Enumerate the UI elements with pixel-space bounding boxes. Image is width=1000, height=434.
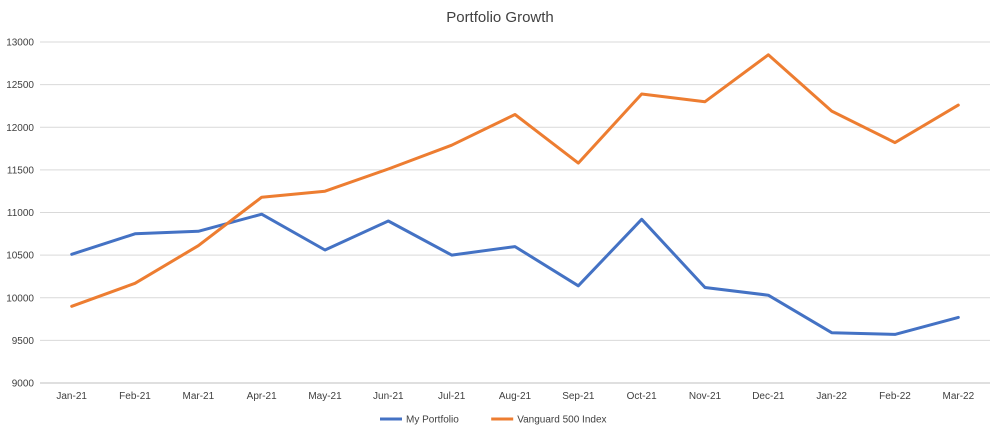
x-tick-label: Aug-21: [499, 391, 532, 402]
axes: 9000 9500 10000 10500 11000 11500 12000 12500 13…: [6, 38, 990, 402]
x-tick-label: Jul-21: [438, 391, 466, 402]
series-line-2: [70, 53, 960, 308]
chart-title: Portfolio Growth: [446, 9, 554, 26]
series-lines: [70, 53, 960, 336]
y-tick-label: 12500: [6, 80, 34, 91]
legend-item: My Portfolio: [380, 415, 459, 426]
x-tick-label: Sep-21: [562, 391, 595, 402]
x-tick-label: Apr-21: [247, 391, 277, 402]
series-line-1: [70, 212, 960, 336]
y-tick-label: 13000: [6, 38, 34, 49]
x-tick-label: May-21: [308, 391, 342, 402]
legend-label: My Portfolio: [406, 415, 459, 426]
y-tick-label: 10500: [6, 251, 34, 262]
y-tick-label: 11500: [7, 165, 35, 176]
x-tick-label: Jan-21: [56, 391, 87, 402]
legend: My Portfolio Vanguard 500 Index: [380, 415, 607, 426]
x-tick-label: Nov-21: [689, 391, 722, 402]
x-tick-label: Jun-21: [373, 391, 404, 402]
x-tick-label: Mar-22: [942, 391, 974, 402]
y-tick-label: 9000: [12, 379, 35, 390]
x-tick-label: Mar-21: [182, 391, 214, 402]
y-tick-label: 10000: [6, 293, 34, 304]
x-tick-label: Jan-22: [816, 391, 847, 402]
y-tick-label: 12000: [6, 123, 34, 134]
gridlines: [40, 41, 990, 341]
legend-item: Vanguard 500 Index: [491, 415, 607, 426]
legend-label: Vanguard 500 Index: [517, 415, 606, 426]
x-tick-label: Oct-21: [627, 391, 657, 402]
x-tick-label: Dec-21: [752, 391, 785, 402]
y-tick-label: 11000: [7, 208, 35, 219]
x-tick-label: Feb-22: [879, 391, 911, 402]
x-tick-label: Feb-21: [119, 391, 151, 402]
y-tick-label: 9500: [12, 336, 35, 347]
